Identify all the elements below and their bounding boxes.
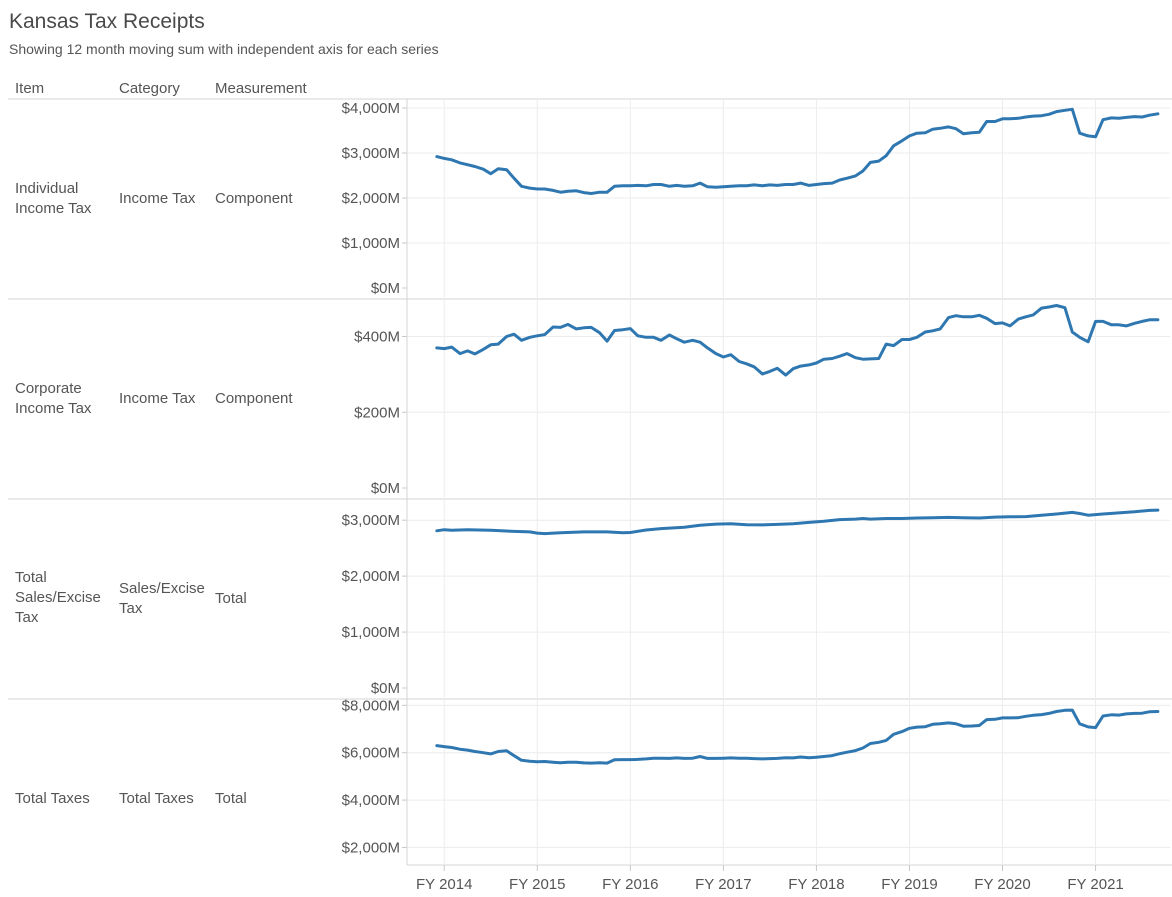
x-tick-label: FY 2017 — [695, 876, 751, 893]
page-subtitle: Showing 12 month moving sum with indepen… — [9, 41, 439, 57]
y-tick-label: $4,000M — [342, 100, 400, 117]
x-tick-label: FY 2021 — [1067, 876, 1123, 893]
y-tick-label: $2,000M — [342, 568, 400, 585]
page-title: Kansas Tax Receipts — [9, 10, 205, 33]
y-tick-label: $6,000M — [342, 745, 400, 762]
y-tick-label: $200M — [354, 404, 400, 421]
y-tick-label: $4,000M — [342, 792, 400, 809]
x-tick-label: FY 2016 — [602, 876, 658, 893]
row-category-label: Income Tax — [119, 190, 196, 207]
row-item-label: Total Sales/Excise Tax — [15, 569, 101, 626]
row-item-label: Total Taxes — [15, 790, 90, 807]
x-tick-label: FY 2019 — [881, 876, 937, 893]
y-tick-label: $400M — [354, 329, 400, 346]
y-tick-label: $2,000M — [342, 839, 400, 856]
row-category-label: Sales/Excise Tax — [119, 580, 205, 617]
y-tick-label: $3,000M — [342, 512, 400, 529]
row-measurement-label: Component — [215, 390, 293, 407]
x-tick-label: FY 2015 — [509, 876, 565, 893]
series-line — [435, 708, 1160, 765]
y-tick-label: $0M — [371, 680, 400, 697]
column-header-item: Item — [15, 80, 45, 97]
row-category-label: Income Tax — [119, 390, 196, 407]
x-tick-label: FY 2014 — [416, 876, 472, 893]
row-item-label: Individual Income Tax — [15, 180, 92, 217]
y-tick-label: $1,000M — [342, 235, 400, 252]
y-tick-label: $2,000M — [342, 190, 400, 207]
x-tick-label: FY 2018 — [788, 876, 844, 893]
y-tick-label: $1,000M — [342, 624, 400, 641]
series-line — [435, 304, 1160, 377]
column-header-measurement: Measurement — [215, 80, 307, 97]
series-line — [435, 107, 1160, 195]
row-measurement-label: Component — [215, 190, 293, 207]
y-tick-label: $0M — [371, 280, 400, 297]
row-measurement-label: Total — [215, 790, 247, 807]
row-item-label: Corporate Income Tax — [15, 380, 92, 417]
y-tick-label: $3,000M — [342, 145, 400, 162]
x-tick-label: FY 2020 — [974, 876, 1030, 893]
series-line — [435, 508, 1160, 536]
row-category-label: Total Taxes — [119, 790, 194, 807]
y-tick-label: $0M — [371, 480, 400, 497]
y-tick-label: $8,000M — [342, 697, 400, 714]
column-header-category: Category — [119, 80, 180, 97]
row-measurement-label: Total — [215, 590, 247, 607]
